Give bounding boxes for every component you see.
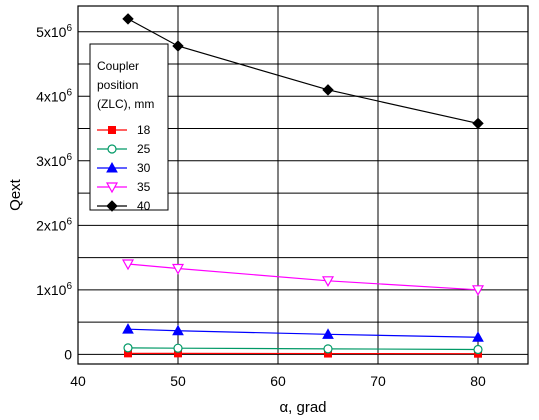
x-tick-label: 50 — [170, 373, 186, 389]
x-tick-label: 60 — [270, 373, 286, 389]
data-point — [173, 343, 183, 353]
y-axis-title: Qext — [7, 178, 24, 211]
legend-marker — [106, 161, 118, 173]
legend-title-line: Coupler — [97, 59, 139, 73]
y-tick-exponent: 6 — [66, 281, 72, 292]
data-point — [472, 117, 484, 130]
legend-entry: 35 — [97, 180, 151, 194]
data-point — [473, 344, 483, 355]
series-line — [127, 263, 479, 291]
data-point — [321, 276, 335, 288]
series-line — [127, 18, 479, 124]
legend-label: 40 — [137, 199, 151, 213]
data-point — [122, 323, 134, 334]
series-layer — [121, 13, 485, 358]
series-40 — [122, 13, 484, 130]
data-point — [472, 331, 484, 342]
legend-box — [89, 43, 169, 211]
x-tick-label: 70 — [370, 373, 386, 389]
y-tick-base: 4x10 — [36, 88, 67, 104]
legend-label: 18 — [137, 123, 151, 137]
data-point — [172, 40, 184, 52]
x-tick-label: 80 — [470, 373, 486, 389]
series-line — [127, 347, 479, 351]
y-tick-label: 4x106 — [36, 87, 72, 104]
y-tick-base: 5x10 — [36, 24, 67, 40]
data-point — [171, 263, 185, 275]
legend-title-line: position — [97, 78, 138, 92]
legend-marker — [105, 182, 119, 194]
y-tick-exponent: 6 — [66, 152, 72, 163]
y-tick-base: 0 — [64, 346, 72, 362]
legend-entries: 18 25 30 35 40 — [97, 123, 151, 213]
data-point — [122, 13, 134, 25]
data-point — [323, 344, 333, 354]
data-point — [322, 328, 334, 339]
data-point — [172, 324, 184, 336]
x-axis-title: α, grad — [279, 399, 326, 416]
y-tick-base: 2x10 — [36, 217, 67, 233]
y-tick-exponent: 6 — [66, 87, 72, 98]
data-point — [121, 259, 135, 271]
legend-entry: 40 — [97, 199, 151, 213]
legend-marker — [106, 200, 118, 212]
y-tick-label: 0 — [64, 346, 72, 362]
plot-frame — [77, 5, 529, 365]
legend-label: 30 — [137, 161, 151, 175]
data-point — [471, 285, 485, 297]
series-30 — [122, 323, 484, 342]
legend-title-line: (ZLC), mm — [97, 97, 154, 111]
legend: Coupler position (ZLC), mm 18 25 30 35 40 — [89, 43, 169, 213]
y-tick-label: 1x106 — [36, 281, 72, 298]
y-tick-label: 3x106 — [36, 152, 72, 169]
legend-label: 25 — [137, 142, 151, 156]
legend-marker — [107, 144, 117, 154]
legend-entry: 30 — [97, 161, 151, 175]
y-tick-base: 1x10 — [36, 282, 67, 298]
x-tick-label: 40 — [70, 373, 86, 389]
legend-label: 35 — [137, 180, 151, 194]
y-tick-exponent: 6 — [66, 23, 72, 34]
legend-entry: 18 — [97, 123, 151, 137]
legend-marker — [108, 126, 116, 134]
data-point — [123, 343, 133, 353]
y-tick-label: 2x106 — [36, 216, 72, 233]
legend-entry: 25 — [97, 142, 151, 156]
y-tick-base: 3x10 — [36, 153, 67, 169]
y-tick-label: 5x106 — [36, 23, 72, 40]
series-35 — [121, 259, 485, 297]
y-tick-exponent: 6 — [66, 216, 72, 227]
data-point — [322, 84, 334, 96]
series-line — [127, 328, 479, 338]
series-25 — [123, 343, 483, 355]
